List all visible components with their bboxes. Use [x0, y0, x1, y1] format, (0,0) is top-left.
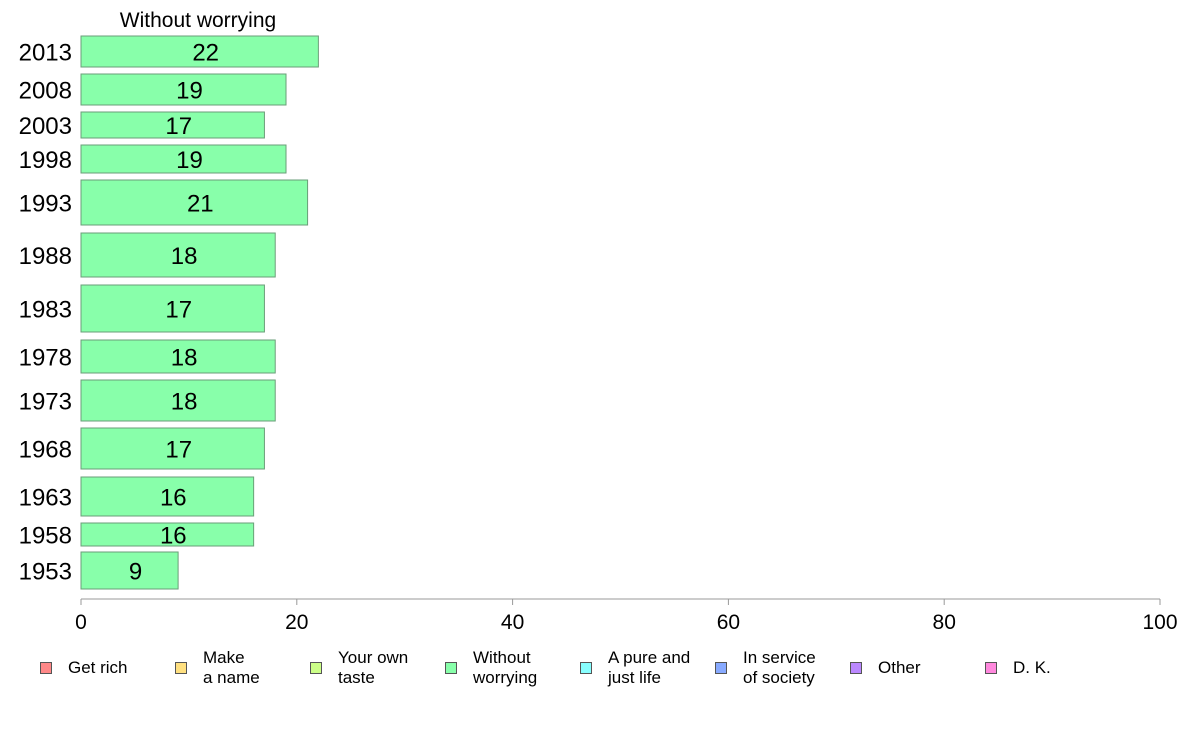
chart-title: Without worrying: [120, 9, 276, 32]
legend-label: Make a name: [203, 648, 260, 687]
bar-value-label: 18: [171, 243, 198, 270]
x-tick-label: 80: [933, 611, 956, 634]
bar-1988: [80, 232, 276, 278]
legend-label: Without worrying: [473, 648, 538, 687]
bar-value-label: 19: [176, 147, 203, 174]
category-label: 1953: [19, 559, 72, 586]
legend-item: D. K.: [985, 658, 1051, 678]
legend-item: Your own taste: [310, 648, 408, 688]
bar-1968: [80, 427, 265, 470]
x-axis: 0 20 40 60 80 100: [75, 598, 1178, 634]
legend-label: Your own taste: [338, 648, 409, 687]
legend-swatch: [40, 662, 52, 674]
legend-item: Make a name: [175, 648, 260, 688]
category-label: 1993: [19, 191, 72, 218]
x-tick-label: 60: [717, 611, 740, 634]
x-tick-label: 0: [75, 611, 87, 634]
legend-item: Other: [850, 658, 921, 678]
category-label: 2003: [19, 113, 72, 140]
bar-value-label: 18: [171, 389, 198, 416]
category-label: 1963: [19, 485, 72, 512]
legend-swatch: [985, 662, 997, 674]
legend-swatch: [715, 662, 727, 674]
x-tick-label: 100: [1142, 611, 1177, 634]
legend-label: A pure and just life: [608, 648, 691, 687]
bar-chart: Without worrying 22 2013 19 2008 17 2003 19 199…: [19, 9, 1178, 634]
category-label: 1983: [19, 297, 72, 324]
bar-value-label: 9: [129, 559, 142, 586]
bar-value-label: 16: [160, 523, 187, 550]
bar-value-label: 21: [187, 191, 214, 218]
category-label: 2008: [19, 78, 72, 105]
legend-item: A pure and just life: [580, 648, 690, 688]
bar-1953: [80, 551, 179, 590]
bar-value-label: 19: [176, 78, 203, 105]
bar-value-label: 17: [165, 437, 192, 464]
x-tick-label: 40: [501, 611, 524, 634]
legend-item: In service of society: [715, 648, 816, 688]
bar-2013: [80, 35, 319, 68]
legend-swatch: [445, 662, 457, 674]
bar-1963: [80, 476, 255, 517]
category-label: 1973: [19, 389, 72, 416]
bar-value-label: 17: [165, 113, 192, 140]
bar-1983: [80, 284, 265, 333]
bar-1973: [80, 379, 276, 422]
legend-label: D. K.: [1013, 658, 1051, 677]
category-label: 1998: [19, 147, 72, 174]
x-tick-label: 20: [285, 611, 308, 634]
category-label: 1978: [19, 345, 72, 372]
category-label: 2013: [19, 40, 72, 67]
category-label: 1958: [19, 523, 72, 550]
legend: Get rich Make a name Your own taste Without…: [0, 648, 1188, 698]
legend-swatch: [310, 662, 322, 674]
bar-1978: [80, 339, 276, 374]
bar-2003: [80, 111, 265, 139]
bar-1993: [80, 179, 309, 226]
bar-value-label: 17: [165, 297, 192, 324]
legend-swatch: [175, 662, 187, 674]
legend-label: In service of society: [743, 648, 816, 687]
category-label: 1968: [19, 437, 72, 464]
bar-2008: [80, 73, 287, 106]
legend-label: Other: [878, 658, 921, 677]
category-label: 1988: [19, 243, 72, 270]
bar-1958: [80, 522, 255, 547]
legend-swatch: [580, 662, 592, 674]
bar-value-label: 22: [192, 40, 219, 67]
bar-value-label: 16: [160, 485, 187, 512]
legend-swatch: [850, 662, 862, 674]
bar-value-label: 18: [171, 345, 198, 372]
bars-group: 22 2013 19 2008 17 2003 19 1998 21 1993 18 1988 17 19…: [19, 35, 319, 590]
bar-1998: [80, 144, 287, 174]
legend-label: Get rich: [68, 658, 128, 677]
legend-item: Get rich: [40, 658, 128, 678]
legend-item: Without worrying: [445, 648, 537, 688]
